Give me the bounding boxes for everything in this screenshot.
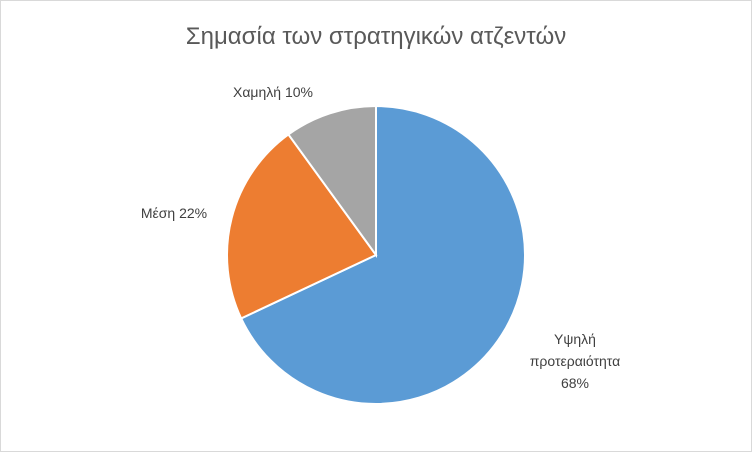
chart-title: Σημασία των στρατηγικών ατζεντών — [185, 23, 567, 50]
label-category: Μέση — [140, 205, 176, 221]
label-category: Υψηλή προτεραιότητα — [529, 331, 621, 369]
pie-slice — [239, 104, 526, 405]
label-value: 22% — [179, 205, 208, 221]
label-value: 68% — [560, 375, 590, 391]
pie-slice — [226, 133, 378, 320]
data-label: Υψηλή προτεραιότητα 68% — [519, 328, 631, 394]
label-category: Χαμηλή — [233, 84, 282, 100]
data-label: Μέση 22% — [141, 202, 207, 224]
data-label: Χαμηλή 10% — [233, 81, 313, 103]
pie-slice — [287, 104, 377, 259]
label-value: 10% — [284, 84, 313, 100]
